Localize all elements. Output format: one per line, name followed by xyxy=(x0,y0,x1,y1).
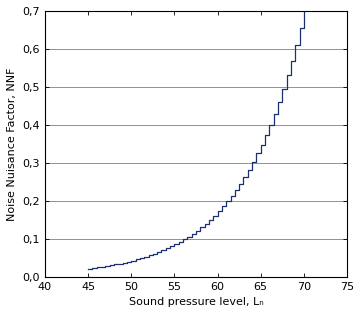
X-axis label: Sound pressure level, Lₙ: Sound pressure level, Lₙ xyxy=(129,297,264,307)
Y-axis label: Noise Nuisance Factor, NNF: Noise Nuisance Factor, NNF xyxy=(7,67,17,220)
